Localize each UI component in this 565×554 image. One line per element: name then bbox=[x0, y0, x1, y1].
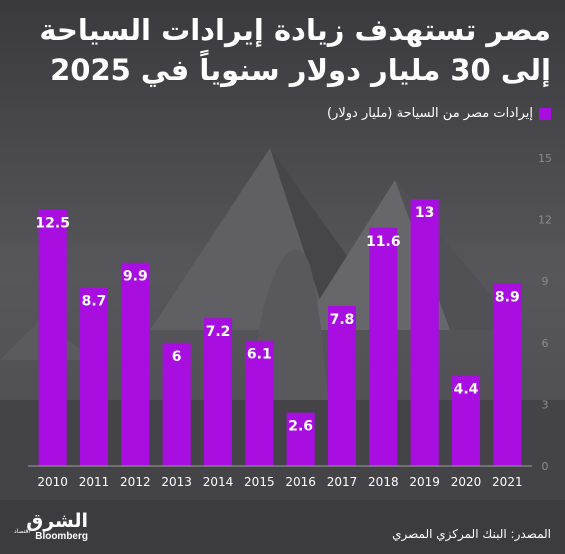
bar-2021 bbox=[493, 283, 522, 466]
title-line-1: مصر تستهدف زيادة إيرادات السياحة bbox=[39, 13, 551, 47]
y-tick-label-0: 0 bbox=[542, 460, 549, 473]
logo-arabic-subtext: اقتصاد bbox=[14, 528, 31, 535]
x-tick-label-2015: 2015 bbox=[244, 475, 275, 489]
logo-english-text: Bloomberg bbox=[35, 531, 88, 542]
bar-2014 bbox=[203, 318, 233, 466]
bar-2017 bbox=[327, 305, 357, 466]
x-tick-label-2016: 2016 bbox=[285, 475, 316, 489]
bar-value-label-2020: 4.4 bbox=[454, 382, 479, 398]
bar-2010 bbox=[38, 209, 67, 467]
bar-value-label-2019: 13 bbox=[415, 205, 434, 221]
x-tick-label-2018: 2018 bbox=[368, 475, 399, 489]
bar-2012 bbox=[121, 262, 150, 466]
x-tick-label-2019: 2019 bbox=[409, 475, 440, 489]
bar-2018 bbox=[369, 227, 398, 466]
bar-value-label-2021: 8.9 bbox=[495, 289, 520, 305]
x-tick-label-2012: 2012 bbox=[120, 475, 151, 489]
y-tick-label-6: 6 bbox=[542, 337, 549, 350]
bar-2019 bbox=[410, 199, 439, 467]
asharq-bloomberg-logo: الشرق اقتصاد Bloomberg bbox=[8, 506, 88, 548]
bar-2020 bbox=[451, 375, 481, 466]
y-tick-label-15: 15 bbox=[538, 152, 552, 165]
legend: إيرادات مصر من السياحة (مليار دولار) bbox=[327, 106, 551, 121]
bar-value-label-2015: 6.1 bbox=[247, 347, 272, 363]
logo-arabic-text: الشرق bbox=[26, 510, 88, 532]
chart-title: مصر تستهدف زيادة إيرادات السياحة إلى 30 … bbox=[11, 10, 551, 90]
y-tick-label-9: 9 bbox=[542, 275, 549, 288]
x-tick-label-2010: 2010 bbox=[37, 475, 68, 489]
bar-value-label-2010: 12.5 bbox=[35, 215, 70, 231]
bar-2015 bbox=[245, 340, 274, 466]
y-tick-label-3: 3 bbox=[542, 398, 549, 411]
y-tick-label-12: 12 bbox=[538, 214, 552, 227]
bar-2011 bbox=[79, 287, 109, 466]
x-tick-label-2020: 2020 bbox=[451, 475, 482, 489]
bar-2013 bbox=[162, 342, 191, 466]
bar-value-label-2018: 11.6 bbox=[366, 234, 401, 250]
x-tick-label-2017: 2017 bbox=[327, 475, 358, 489]
source-note: المصدر: البنك المركزي المصري bbox=[392, 527, 551, 541]
x-tick-label-2021: 2021 bbox=[492, 475, 523, 489]
legend-label: إيرادات مصر من السياحة (مليار دولار) bbox=[327, 106, 533, 121]
legend-swatch bbox=[539, 107, 551, 120]
title-line-2: إلى 30 مليار دولار سنوياً في 2025 bbox=[50, 53, 551, 87]
x-tick-label-2014: 2014 bbox=[203, 475, 234, 489]
x-tick-label-2013: 2013 bbox=[161, 475, 192, 489]
bar-value-label-2013: 6 bbox=[172, 349, 182, 365]
bar-value-label-2016: 2.6 bbox=[288, 419, 313, 435]
bar-value-label-2012: 9.9 bbox=[123, 269, 148, 285]
bar-value-label-2011: 8.7 bbox=[82, 293, 107, 309]
bar-value-label-2017: 7.8 bbox=[330, 312, 355, 328]
bar-value-label-2014: 7.2 bbox=[206, 324, 231, 340]
bar-2016 bbox=[286, 412, 315, 466]
x-tick-label-2011: 2011 bbox=[79, 475, 110, 489]
